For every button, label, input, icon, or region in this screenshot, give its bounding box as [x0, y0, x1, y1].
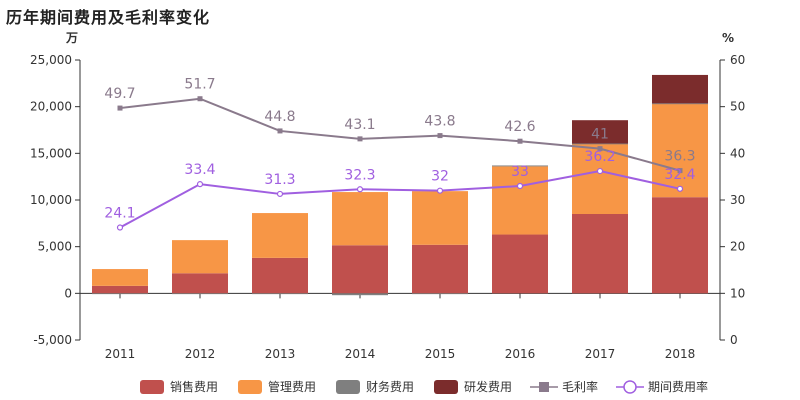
right-tick-label: 0 — [730, 333, 738, 347]
bar-销售费用-2017 — [572, 214, 628, 294]
legend-marker-毛利率 — [539, 382, 549, 392]
left-tick-label: 0 — [64, 286, 72, 300]
bar-管理费用-2014 — [332, 192, 388, 246]
legend-label-期间费用率: 期间费用率 — [648, 379, 708, 394]
data-label-期间费用率: 24.1 — [104, 206, 135, 222]
bar-财务费用-2011 — [92, 293, 148, 295]
legend-label-毛利率: 毛利率 — [562, 379, 598, 394]
bar-销售费用-2015 — [412, 244, 468, 294]
bar-财务费用-2018 — [652, 103, 708, 105]
bar-销售费用-2014 — [332, 245, 388, 294]
bar-研发费用-2018 — [652, 74, 708, 104]
left-tick-label: 20,000 — [30, 100, 72, 114]
left-axis-unit: 万 — [65, 31, 78, 45]
point-毛利率 — [677, 168, 683, 174]
bar-管理费用-2011 — [92, 269, 148, 286]
bar-管理费用-2017 — [572, 144, 628, 214]
bar-研发费用-2017 — [572, 120, 628, 144]
legend-marker-期间费用率 — [623, 380, 637, 394]
x-tick-label: 2018 — [665, 347, 696, 361]
chart-title: 历年期间费用及毛利率变化 — [6, 8, 211, 27]
left-tick-label: 5,000 — [38, 240, 72, 254]
legend-label-财务费用: 财务费用 — [366, 379, 414, 394]
line-期间费用率 — [119, 170, 681, 229]
legend-label-管理费用: 管理费用 — [268, 379, 316, 394]
bar-财务费用-2013 — [252, 293, 308, 295]
point-期间费用率 — [676, 185, 684, 192]
x-tick-label: 2012 — [185, 347, 216, 361]
x-tick-label: 2015 — [425, 347, 456, 361]
right-tick-label: 50 — [730, 100, 745, 114]
point-期间费用率 — [596, 167, 604, 175]
point-期间费用率 — [436, 187, 444, 194]
data-label-毛利率: 44.8 — [264, 109, 295, 125]
data-label-毛利率: 51.7 — [184, 77, 215, 93]
left-tick-label: -5,000 — [33, 333, 72, 347]
point-期间费用率 — [356, 186, 364, 193]
right-axis-unit: % — [722, 31, 734, 45]
legend-swatch-研发费用 — [434, 380, 458, 394]
bar-财务费用-2012 — [172, 293, 228, 295]
data-label-期间费用率: 31.3 — [264, 172, 295, 188]
legend-swatch-财务费用 — [336, 380, 360, 394]
data-label-毛利率: 41 — [591, 127, 609, 143]
point-毛利率 — [197, 96, 203, 102]
point-期间费用率 — [116, 224, 124, 231]
right-tick-label: 20 — [730, 240, 745, 254]
bar-销售费用-2018 — [652, 197, 708, 294]
data-label-毛利率: 43.8 — [424, 114, 455, 130]
point-毛利率 — [277, 128, 283, 134]
data-label-期间费用率: 33.4 — [184, 162, 215, 178]
right-tick-label: 40 — [730, 146, 745, 160]
data-label-期间费用率: 32.4 — [664, 167, 695, 183]
bar-销售费用-2012 — [172, 273, 228, 294]
legend-label-销售费用: 销售费用 — [170, 379, 218, 394]
point-毛利率 — [117, 105, 123, 111]
line-毛利率 — [119, 97, 681, 172]
left-tick-label: 15,000 — [30, 146, 72, 160]
bar-销售费用-2013 — [252, 257, 308, 294]
point-期间费用率 — [276, 190, 284, 198]
point-期间费用率 — [196, 181, 204, 188]
data-label-毛利率: 43.1 — [344, 117, 375, 133]
bar-财务费用-2014 — [332, 293, 388, 296]
right-tick-label: 10 — [730, 286, 745, 300]
x-tick-label: 2013 — [265, 347, 296, 361]
left-tick-label: 10,000 — [30, 193, 72, 207]
bar-管理费用-2015 — [412, 191, 468, 245]
legend-swatch-销售费用 — [140, 380, 164, 394]
legend-label-研发费用: 研发费用 — [464, 379, 512, 394]
point-期间费用率 — [516, 182, 524, 190]
point-毛利率 — [597, 146, 603, 152]
left-tick-label: 25,000 — [30, 53, 72, 67]
bar-管理费用-2018 — [652, 103, 708, 198]
right-tick-label: 60 — [730, 53, 745, 67]
legend-swatch-管理费用 — [238, 380, 262, 394]
bar-管理费用-2012 — [172, 240, 228, 274]
data-label-期间费用率: 33 — [511, 164, 529, 180]
bar-管理费用-2013 — [252, 213, 308, 258]
data-label-毛利率: 42.6 — [504, 119, 535, 135]
bar-销售费用-2011 — [92, 285, 148, 294]
data-label-毛利率: 49.7 — [104, 86, 135, 102]
right-tick-label: 30 — [730, 193, 745, 207]
data-label-期间费用率: 32 — [431, 169, 449, 185]
x-tick-label: 2014 — [345, 347, 376, 361]
point-毛利率 — [517, 138, 523, 144]
data-label-期间费用率: 32.3 — [344, 167, 375, 183]
x-tick-label: 2017 — [585, 347, 616, 361]
bar-管理费用-2016 — [492, 166, 548, 235]
data-label-期间费用率: 36.2 — [584, 149, 615, 165]
bar-销售费用-2016 — [492, 234, 548, 294]
bar-财务费用-2015 — [412, 293, 468, 295]
point-毛利率 — [437, 133, 443, 139]
point-毛利率 — [357, 136, 363, 142]
x-tick-label: 2011 — [105, 347, 136, 361]
x-tick-label: 2016 — [505, 347, 536, 361]
data-label-毛利率: 36.3 — [664, 149, 695, 165]
bar-财务费用-2016 — [492, 165, 548, 167]
bar-财务费用-2017 — [572, 143, 628, 145]
